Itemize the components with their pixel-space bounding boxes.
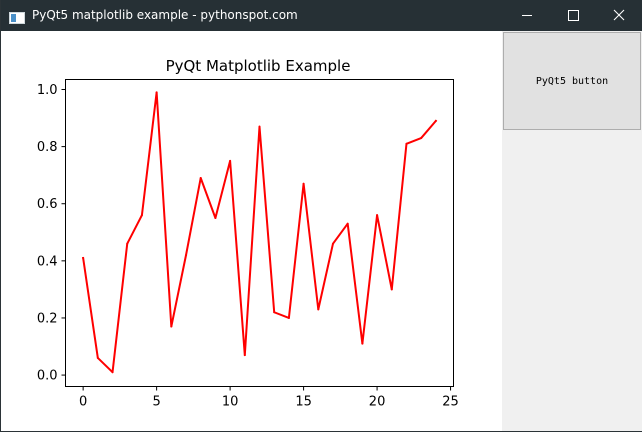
data-point <box>376 214 379 217</box>
minimize-button[interactable] <box>504 0 550 31</box>
x-tick-label: 0 <box>79 395 87 410</box>
data-point <box>170 325 173 328</box>
close-button[interactable] <box>596 0 642 31</box>
series-layer <box>82 91 438 374</box>
series-line <box>82 91 438 374</box>
data-point <box>258 125 261 128</box>
x-tick-label: 20 <box>369 395 386 410</box>
data-point <box>82 256 85 259</box>
data-point <box>111 371 114 374</box>
data-point <box>287 316 290 319</box>
chart-title: PyQt Matplotlib Example <box>166 57 351 75</box>
y-tick-label: 0.8 <box>37 140 58 155</box>
y-tick-label: 0.2 <box>37 311 58 326</box>
data-point <box>405 142 408 145</box>
data-point <box>185 254 188 257</box>
x-tick-label: 25 <box>442 395 459 410</box>
x-tick-label: 15 <box>295 395 312 410</box>
data-point <box>346 222 349 225</box>
y-tick-label: 0.6 <box>37 197 58 212</box>
plot-canvas[interactable]: PyQt Matplotlib Example 0 5 10 15 20 25 0.0 0.… <box>1 31 502 431</box>
data-point <box>361 342 364 345</box>
x-axis: 0 5 10 15 20 25 <box>79 386 459 410</box>
x-tick-label: 10 <box>222 395 239 410</box>
data-point <box>199 177 202 180</box>
data-point <box>434 119 437 122</box>
data-point <box>317 308 320 311</box>
data-point <box>302 182 305 185</box>
data-point <box>229 159 232 162</box>
close-icon <box>613 9 625 21</box>
data-point <box>126 242 129 245</box>
qt-window-icon <box>9 9 25 24</box>
plot-frame <box>65 79 454 387</box>
data-point <box>140 214 143 217</box>
minimize-icon <box>522 15 532 16</box>
data-point <box>214 217 217 220</box>
x-tick-label: 5 <box>152 395 160 410</box>
y-tick-label: 0.0 <box>37 369 58 384</box>
data-point <box>243 354 246 357</box>
data-point <box>331 242 334 245</box>
data-point <box>273 311 276 314</box>
data-point <box>420 137 423 140</box>
line-chart: PyQt Matplotlib Example 0 5 10 15 20 25 0.00.… <box>37 57 459 410</box>
data-point <box>155 91 158 94</box>
data-point <box>390 288 393 291</box>
y-tick-label: 0.4 <box>37 254 58 269</box>
title-bar[interactable]: PyQt5 matplotlib example - pythonspot.co… <box>1 0 642 31</box>
y-tick-label: 1.0 <box>37 83 58 98</box>
window-title: PyQt5 matplotlib example - pythonspot.co… <box>32 8 298 22</box>
y-axis: 0.0 0.2 0.4 0.6 0.8 1.0 <box>37 83 66 384</box>
data-point <box>96 356 99 359</box>
maximize-icon <box>568 10 579 21</box>
maximize-button[interactable] <box>550 0 596 31</box>
pyqt5-push-button[interactable]: PyQt5 button <box>503 32 641 130</box>
